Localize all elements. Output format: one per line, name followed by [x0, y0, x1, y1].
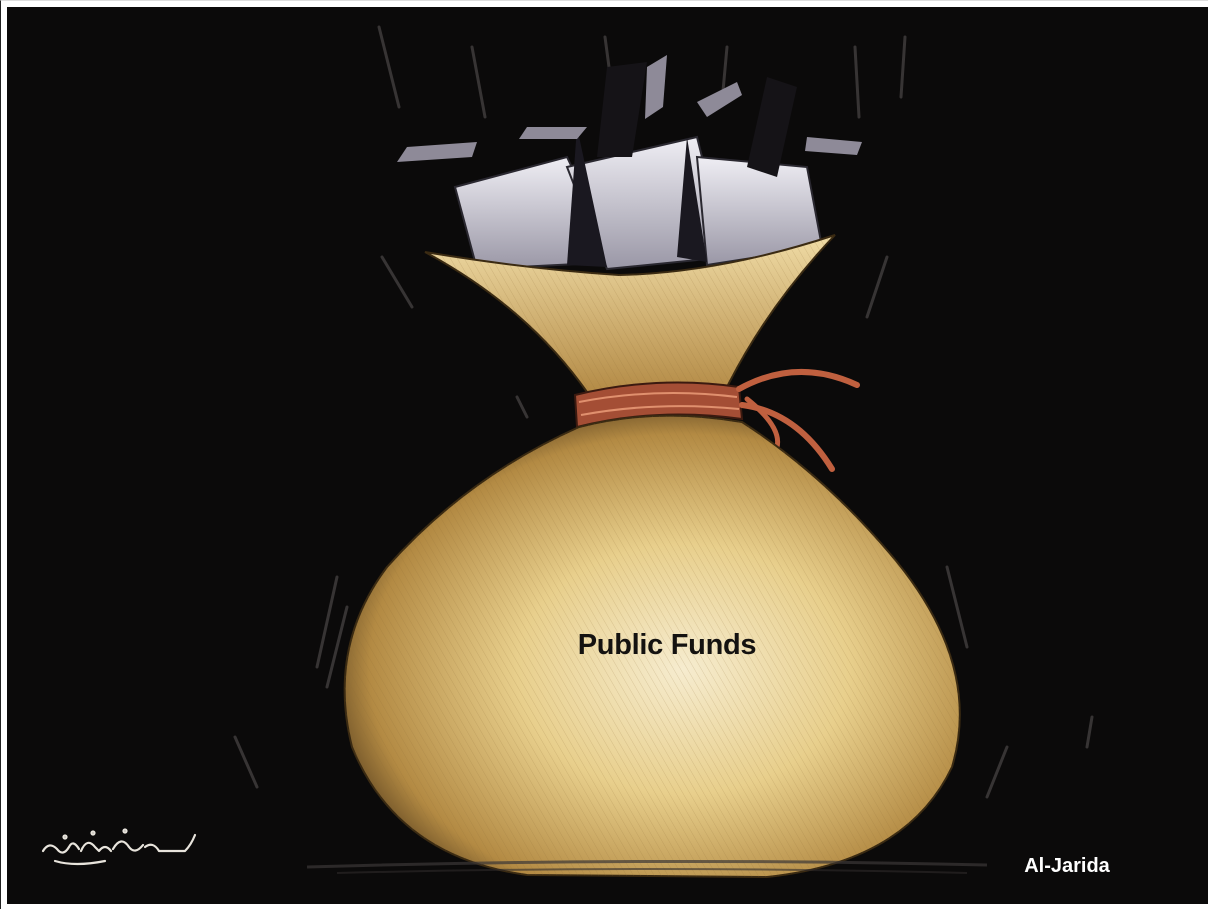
motion-lines [233, 25, 1094, 799]
money-bag-icon [233, 25, 1094, 879]
papers-icon [397, 55, 862, 271]
publication-credit: Al-Jarida [1024, 855, 1110, 877]
signature-icon [41, 828, 197, 866]
cartoon-panel: Public Funds Al-Jarida [7, 7, 1208, 904]
bag-label: Public Funds [577, 629, 757, 661]
tie-cord [573, 369, 860, 472]
